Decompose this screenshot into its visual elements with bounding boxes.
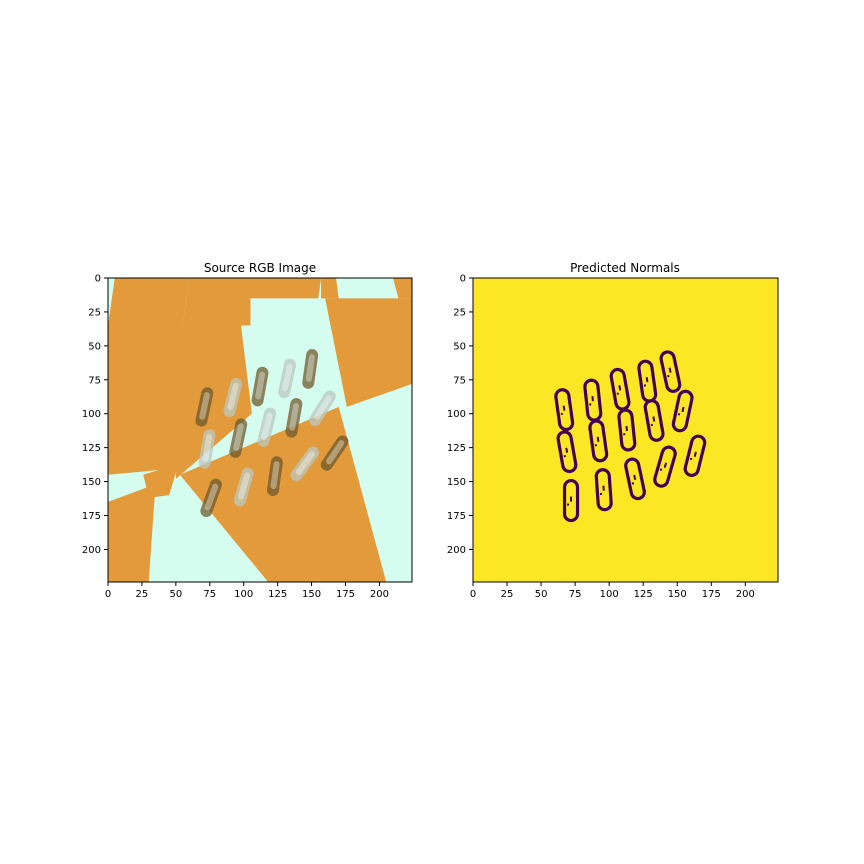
y-tick-label: 100 [82,409,101,420]
normals-y-axis: 0 25 50 75 100 125 150 175 200 [447,274,473,556]
predicted-normals-image [473,278,778,582]
floor-orange-tile [321,278,339,298]
x-tick-label: 0 [470,589,476,600]
y-tick-label: 150 [447,477,466,488]
panel-title-normals: Predicted Normals [570,261,680,275]
x-tick-label: 175 [702,589,721,600]
source-rgb-image [108,278,412,582]
y-tick-label: 200 [447,545,466,556]
y-tick-label: 50 [88,341,101,352]
x-tick-label: 125 [634,589,653,600]
source-y-axis: 0 25 50 75 100 125 150 175 200 [82,274,108,556]
y-tick-label: 100 [447,409,466,420]
y-tick-label: 125 [82,443,101,454]
x-tick-label: 175 [336,589,355,600]
x-tick-label: 75 [569,589,582,600]
x-tick-label: 0 [105,589,111,600]
y-tick-label: 0 [460,274,466,285]
y-tick-label: 175 [447,511,466,522]
x-tick-label: 75 [203,589,216,600]
floor-orange-tile [244,278,321,298]
y-tick-label: 175 [82,511,101,522]
x-tick-label: 100 [234,589,253,600]
y-tick-label: 25 [453,307,466,318]
x-tick-label: 50 [535,589,548,600]
y-tick-label: 50 [453,341,466,352]
x-tick-label: 150 [668,589,687,600]
floor-orange-tile [183,278,251,326]
x-tick-label: 125 [268,589,287,600]
x-tick-label: 100 [600,589,619,600]
floor-orange-tile [108,278,189,326]
x-tick-label: 150 [302,589,321,600]
source-x-axis: 0 25 50 75 100 125 150 175 200 [105,582,389,600]
x-tick-label: 25 [136,589,149,600]
normals-background [473,278,778,582]
floor-orange-tile [108,326,183,475]
y-tick-label: 150 [82,477,101,488]
y-tick-label: 25 [88,307,101,318]
y-tick-label: 200 [82,545,101,556]
y-tick-label: 125 [447,443,466,454]
y-tick-label: 75 [88,375,101,386]
x-tick-label: 200 [370,589,389,600]
normals-x-axis: 0 25 50 75 100 125 150 175 200 [470,582,755,600]
x-tick-label: 200 [736,589,755,600]
x-tick-label: 50 [169,589,182,600]
y-tick-label: 0 [95,274,101,285]
y-tick-label: 75 [453,375,466,386]
x-tick-label: 25 [501,589,514,600]
panel-title-source: Source RGB Image [204,261,316,275]
